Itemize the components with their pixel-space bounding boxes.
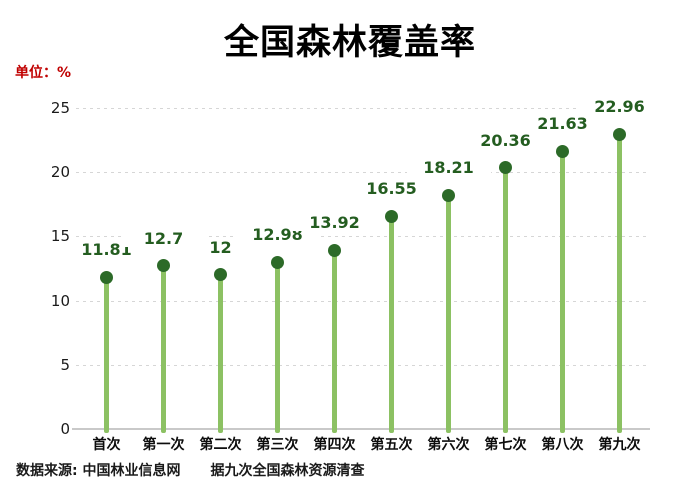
value-label: 20.36 <box>463 132 548 149</box>
y-axis-tick-label: 0 <box>60 420 70 438</box>
value-label: 13.92 <box>292 215 377 232</box>
lollipop-stem <box>617 134 622 433</box>
x-axis-category-label: 第二次 <box>199 437 242 453</box>
value-label: 12.98 <box>235 227 320 244</box>
lollipop-stem <box>218 274 223 433</box>
gridline <box>76 364 650 366</box>
chart-title: 全国森林覆盖率 <box>223 23 476 63</box>
gridline <box>76 236 650 238</box>
footer: 数据来源: 中国林业信息网 据九次全国森林资源清查 <box>16 460 364 480</box>
y-axis-tick-label: 10 <box>50 291 70 310</box>
x-axis-category-label: 第七次 <box>484 437 527 453</box>
y-axis-tick-label: 15 <box>50 227 70 246</box>
gridline <box>76 108 650 109</box>
footer-note: 据九次全国森林资源清查 <box>210 463 365 479</box>
data-source-label: 数据来源: 中国林业信息网 <box>16 463 181 479</box>
value-label: 12 <box>178 239 263 256</box>
lollipop-dot <box>385 209 398 223</box>
lollipop-dot <box>100 270 113 284</box>
lollipop-dot <box>271 255 284 269</box>
x-axis-category-label: 第一次 <box>142 437 185 453</box>
lollipop-stem <box>161 265 166 433</box>
value-label: 16.55 <box>349 181 434 198</box>
lollipop-dot <box>556 144 569 158</box>
y-axis-tick-label: 20 <box>50 163 70 182</box>
gridline <box>76 300 650 302</box>
lollipop-dot <box>499 161 512 175</box>
x-axis-category-label: 第三次 <box>256 437 299 453</box>
value-label: 22.96 <box>577 99 662 116</box>
x-axis-category-label: 第五次 <box>370 437 413 453</box>
x-axis-category-label: 第八次 <box>541 437 584 453</box>
y-axis-tick-label: 5 <box>60 355 70 374</box>
x-axis-category-label: 第六次 <box>427 437 470 453</box>
x-axis-category-label: 首次 <box>92 437 121 453</box>
unit-label: 单位：% <box>15 65 72 81</box>
lollipop-dot <box>214 268 227 282</box>
value-label: 21.63 <box>520 116 605 133</box>
lollipop-dot <box>442 188 455 202</box>
y-axis-tick-label: 25 <box>50 99 70 117</box>
gridline <box>76 172 650 174</box>
lollipop-stem <box>389 216 394 433</box>
lollipop-stem <box>503 167 508 433</box>
lollipop-dot <box>157 259 170 273</box>
lollipop-dot <box>328 243 341 257</box>
lollipop-stem <box>332 250 337 433</box>
value-label: 18.21 <box>406 160 491 177</box>
lollipop-stem <box>104 277 109 433</box>
x-axis-category-label: 第四次 <box>313 437 356 453</box>
x-axis-category-label: 第九次 <box>598 437 641 453</box>
lollipop-stem <box>275 262 280 433</box>
lollipop-stem <box>446 195 451 433</box>
lollipop-dot <box>613 127 626 141</box>
x-axis-line <box>72 428 650 430</box>
lollipop-stem <box>560 151 565 433</box>
